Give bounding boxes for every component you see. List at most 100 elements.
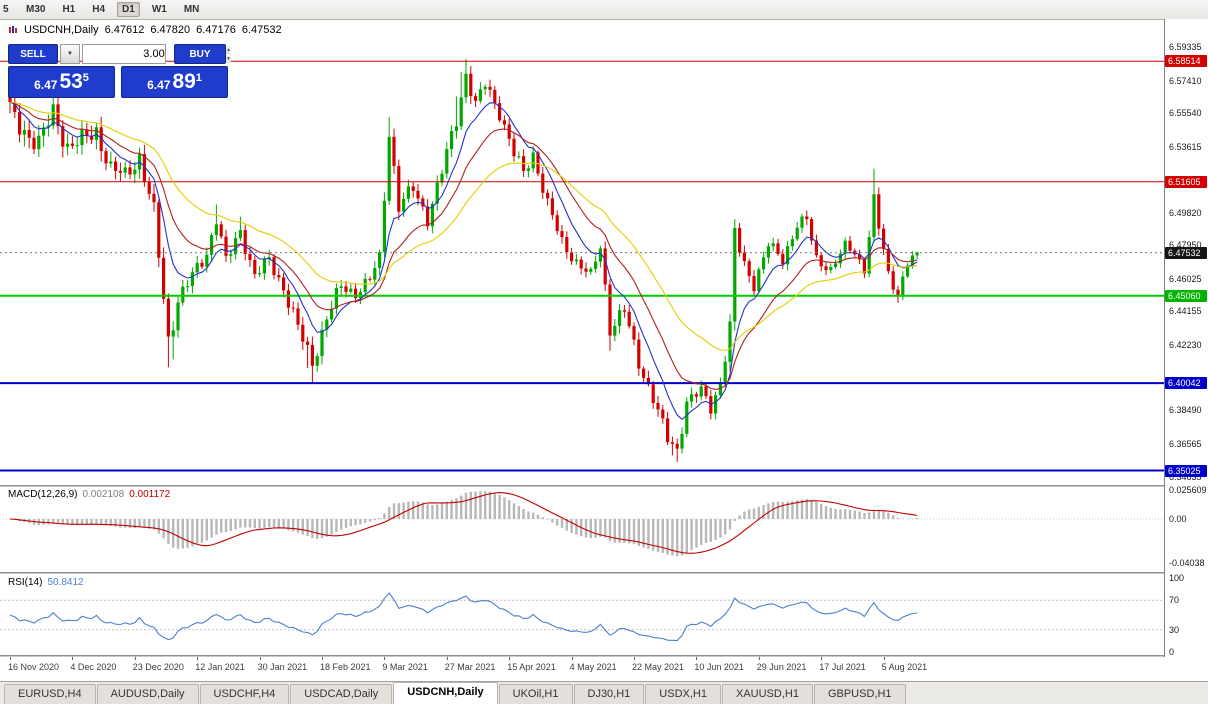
price-scale-label: 6.57410 — [1169, 75, 1202, 86]
price-scale-label: 6.44155 — [1169, 306, 1202, 317]
buy-price-sup: 1 — [195, 72, 202, 84]
macd-scale-label: 0.025609 — [1169, 485, 1207, 495]
macd-name: MACD(12,26,9) — [8, 489, 78, 500]
sell-price-prefix: 6.47 — [34, 77, 58, 92]
date-label: 17 Jul 2021 — [819, 662, 866, 672]
time-tick — [322, 657, 323, 660]
date-label: 4 May 2021 — [569, 662, 617, 672]
rsi-label: RSI(14) 50.8412 — [6, 577, 86, 588]
chart-low-value: 6.47176 — [196, 24, 236, 36]
tab-xauusd-h1[interactable]: XAUUSD,H1 — [721, 684, 813, 704]
chart-high-value: 6.47820 — [150, 24, 191, 36]
timeframe-button-mn[interactable]: MN — [183, 4, 200, 15]
time-tick — [134, 657, 136, 660]
timeframe-button-h1[interactable]: H1 — [62, 4, 76, 15]
sell-price-display[interactable]: 6.47 53 5 — [8, 66, 115, 98]
tab-gbpusd-h1[interactable]: GBPUSD,H1 — [813, 684, 906, 704]
price-level-chip: 6.58514 — [1165, 55, 1207, 68]
date-label: 22 May 2021 — [632, 662, 685, 672]
chart-symbol-period: USDCNH,Daily — [24, 24, 99, 36]
time-tick — [509, 657, 511, 660]
time-tick — [883, 657, 885, 660]
price-level-chip: 6.35025 — [1165, 464, 1207, 477]
time-tick — [197, 657, 199, 660]
tab-dj30-h1[interactable]: DJ30,H1 — [573, 684, 645, 704]
buy-button[interactable]: BUY — [174, 44, 226, 64]
time-tick — [384, 657, 386, 660]
date-label: 9 Mar 2021 — [382, 662, 428, 672]
date-label: 30 Jan 2021 — [257, 662, 308, 672]
rsi-scale-label: 100 — [1169, 572, 1185, 583]
timeframe-button-h4[interactable]: H4 — [92, 4, 106, 15]
macd-scale-label: -0.04038 — [1169, 558, 1205, 568]
price-scale-label: 6.47950 — [1169, 240, 1202, 251]
price-scale-label: 6.42230 — [1169, 340, 1202, 351]
buy-price-display[interactable]: 6.47 89 1 — [121, 66, 228, 98]
date-label: 5 Aug 2021 — [881, 662, 928, 672]
price-scale-label: 6.38490 — [1169, 405, 1202, 416]
tab-ukoil-h1[interactable]: UKOil,H1 — [498, 684, 573, 704]
price-level-chip: 6.40042 — [1165, 377, 1207, 390]
tab-usdcad-daily[interactable]: USDCAD,Daily — [290, 684, 393, 704]
price-level-chip: 6.45060 — [1165, 289, 1207, 302]
time-tick — [259, 657, 261, 660]
time-tick — [696, 657, 698, 660]
pane-splitter-rsi[interactable] — [0, 572, 1208, 574]
price-scale-label: 6.36565 — [1169, 438, 1202, 449]
time-tick — [446, 657, 448, 660]
price-level-chip: 6.51605 — [1165, 175, 1207, 188]
date-label: 4 Dec 2020 — [70, 662, 117, 672]
price-scale-label: 6.59335 — [1169, 42, 1202, 52]
chart-tabs: EURUSD,H4 AUDUSD,Daily USDCHF,H4 USDCAD,Dai… — [0, 681, 1208, 704]
price-scale-label: 6.34635 — [1169, 472, 1202, 483]
date-label: 27 Mar 2021 — [444, 662, 496, 672]
tab-audusd-daily[interactable]: AUDUSD,Daily — [96, 684, 199, 704]
sell-button[interactable]: SELL — [8, 44, 58, 64]
lot-size-field: ▲ ▼ — [82, 44, 231, 64]
macd-signal-value: 0.001172 — [129, 489, 171, 500]
date-label: 12 Jan 2021 — [195, 662, 245, 672]
time-axis-separator — [0, 655, 1208, 657]
sell-price-sup: 5 — [82, 72, 89, 84]
price-scale[interactable]: 6.59335 6.57410 6.55540 6.53615 6.49820 6.479… — [1164, 19, 1208, 657]
date-label: 29 Jun 2021 — [756, 662, 807, 672]
one-click-trading-panel: SELL ▼ ▲ ▼ BUY 6.47 53 5 6.47 89 — [8, 44, 231, 98]
timeframe-button-d1[interactable]: D1 — [117, 2, 140, 17]
lot-dropdown-button[interactable]: ▼ — [60, 44, 80, 64]
rsi-scale-label: 70 — [1169, 595, 1180, 606]
price-scale-label: 6.49820 — [1169, 207, 1202, 218]
pane-splitter-macd[interactable] — [0, 485, 1208, 487]
buy-price-prefix: 6.47 — [147, 77, 171, 92]
spin-up-icon[interactable]: ▲ — [226, 45, 231, 54]
timeframe-toolbar: 5 M30 H1 H4 D1 W1 MN — [0, 0, 1208, 20]
buy-price-big: 89 — [172, 70, 196, 93]
rsi-value: 50.8412 — [47, 577, 84, 588]
chart-window-icon — [8, 25, 18, 35]
price-scale-label: 6.55540 — [1169, 108, 1202, 119]
time-tick — [571, 657, 573, 660]
timeframe-button-m30[interactable]: M30 — [26, 4, 46, 15]
time-scale[interactable]: 16 Nov 2020 4 Dec 2020 23 Dec 2020 12 Jan 2… — [0, 657, 1164, 677]
rsi-indicator-pane[interactable] — [0, 575, 1164, 653]
date-label: 10 Jun 2021 — [694, 662, 744, 672]
date-label: 18 Feb 2021 — [320, 662, 371, 672]
rsi-scale-label: 0 — [1169, 646, 1175, 657]
spin-down-icon[interactable]: ▼ — [226, 54, 231, 63]
tab-eurusd-h4[interactable]: EURUSD,H4 — [4, 684, 96, 704]
rsi-scale-label: 30 — [1169, 624, 1180, 635]
date-label: 16 Nov 2020 — [8, 662, 60, 672]
macd-indicator-pane[interactable] — [0, 487, 1164, 571]
macd-scale-label: 0.00 — [1169, 514, 1187, 524]
timeframe-button-w1[interactable]: W1 — [151, 4, 167, 15]
timeframe-button-5[interactable]: 5 — [3, 4, 9, 15]
main-price-chart[interactable] — [0, 40, 1164, 484]
time-tick — [821, 657, 823, 660]
sell-price-big: 53 — [59, 70, 83, 93]
tab-usdchf-h4[interactable]: USDCHF,H4 — [199, 684, 290, 704]
chart-title: USDCNH,Daily 6.47612 6.47820 6.47176 6.4… — [8, 24, 282, 36]
tab-usdcnh-daily[interactable]: USDCNH,Daily — [393, 682, 498, 704]
price-scale-label: 6.53615 — [1169, 141, 1202, 152]
chart-open-value: 6.47612 — [104, 24, 145, 36]
tab-usdx-h1[interactable]: USDX,H1 — [645, 684, 721, 704]
